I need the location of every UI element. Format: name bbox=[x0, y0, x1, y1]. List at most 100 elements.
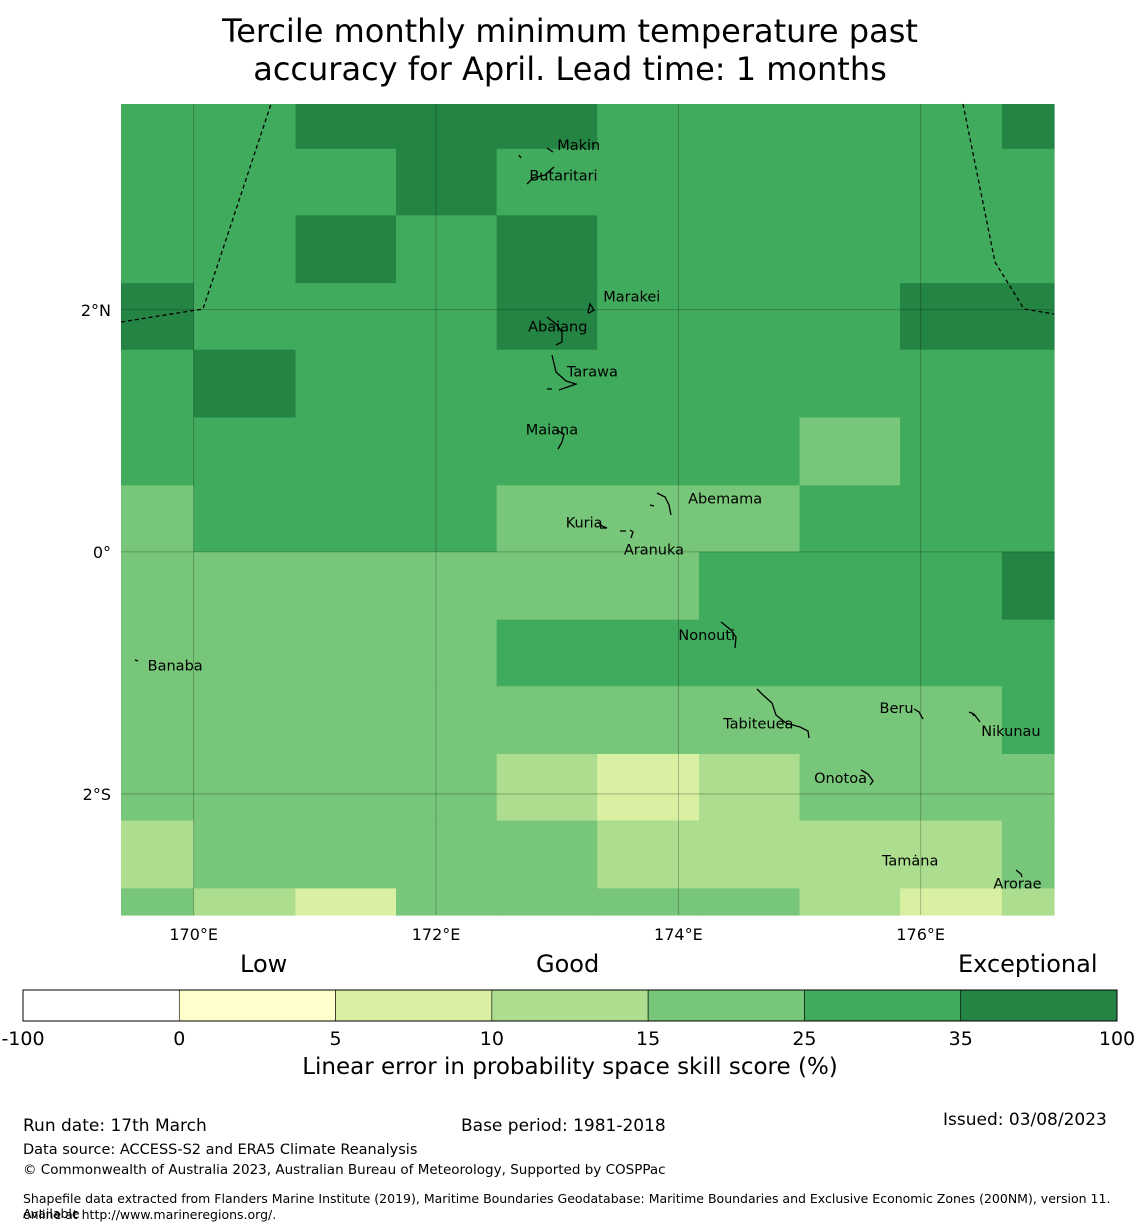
island-tabiteuea bbox=[756, 688, 810, 739]
lon-tick-label: 170°E bbox=[169, 925, 218, 944]
island-nonouti bbox=[720, 621, 737, 649]
grid-cell bbox=[799, 283, 901, 351]
map-title: Tercile monthly minimum temperature past… bbox=[0, 12, 1140, 88]
grid-cell bbox=[597, 104, 700, 150]
grid-cell bbox=[1001, 417, 1055, 486]
island-makin bbox=[518, 147, 554, 159]
grid-cell bbox=[597, 417, 700, 486]
grid-cell bbox=[799, 754, 901, 822]
grid-cell bbox=[295, 754, 397, 822]
colorbar-tick-label: 0 bbox=[173, 1028, 185, 1050]
grid-cell bbox=[295, 417, 397, 486]
grid-cell bbox=[698, 104, 801, 150]
grid-cell bbox=[496, 215, 598, 284]
colorbar-title: Linear error in probability space skill … bbox=[302, 1054, 838, 1080]
place-label: Tabiteuea bbox=[722, 717, 793, 733]
grid-cell bbox=[698, 215, 801, 284]
grid-cell bbox=[193, 104, 297, 150]
legend-category-exceptional: Exceptional bbox=[958, 950, 1098, 978]
map-figure: Makin Butaritari Marakei Abaiang Tarawa Maian… bbox=[1, 103, 1135, 1050]
grid-cell bbox=[698, 148, 801, 216]
island-maiana bbox=[555, 429, 565, 450]
grid-cell bbox=[496, 619, 598, 687]
place-label: Nikunau bbox=[981, 724, 1040, 740]
grid-cell bbox=[799, 686, 901, 755]
grid-cell bbox=[193, 551, 297, 621]
place-label: Onotoa bbox=[814, 771, 867, 787]
grid-cell bbox=[295, 888, 397, 916]
data-source: Data source: ACCESS-S2 and ERA5 Climate … bbox=[23, 1142, 418, 1158]
grid-cell bbox=[396, 283, 498, 351]
grid-cell bbox=[396, 215, 498, 284]
grid-cell bbox=[396, 551, 498, 621]
eez-boundary-east bbox=[962, 103, 1055, 315]
grid-cell bbox=[121, 417, 195, 486]
grid-cell bbox=[698, 619, 801, 687]
grid-cell bbox=[121, 820, 195, 889]
island-beru bbox=[913, 708, 924, 720]
colorbar-bin bbox=[804, 989, 962, 1022]
grid-cell bbox=[496, 417, 598, 486]
graticule bbox=[121, 104, 1054, 915]
island-banaba bbox=[134, 659, 139, 662]
grid-cell bbox=[597, 215, 700, 284]
grid-cell bbox=[597, 820, 700, 889]
grid-cell bbox=[496, 820, 598, 889]
colorbar-tick-label: 15 bbox=[636, 1028, 660, 1050]
grid-cell bbox=[1001, 619, 1055, 687]
grid-cell bbox=[1001, 888, 1055, 916]
place-label: Kuria bbox=[566, 516, 603, 532]
lon-tick-label: 174°E bbox=[654, 925, 703, 944]
grid-cell bbox=[799, 148, 901, 216]
grid-cell bbox=[396, 619, 498, 687]
grid-cell bbox=[193, 148, 297, 216]
place-labels: Makin Butaritari Marakei Abaiang Tarawa Maian… bbox=[148, 138, 1042, 892]
grid-cell bbox=[193, 215, 297, 284]
lon-tick-label: 172°E bbox=[412, 925, 461, 944]
title-line-2: accuracy for April. Lead time: 1 months bbox=[253, 50, 887, 88]
grid-cell bbox=[900, 283, 1003, 351]
grid-cell bbox=[193, 283, 297, 351]
grid-cell bbox=[698, 349, 801, 419]
grid-cell bbox=[496, 888, 598, 916]
colorbar-bin bbox=[491, 989, 649, 1022]
grid-cell bbox=[698, 551, 801, 621]
grid-cell bbox=[698, 754, 801, 822]
island-onotoa bbox=[860, 769, 874, 786]
grid-cell bbox=[698, 417, 801, 486]
lon-tick-label: 176°E bbox=[896, 925, 945, 944]
skill-grid bbox=[121, 104, 1055, 916]
grid-cell bbox=[900, 148, 1003, 216]
grid-cell bbox=[295, 104, 397, 150]
place-label: Beru bbox=[880, 701, 914, 717]
place-label: Banaba bbox=[148, 658, 203, 674]
colorbar-tick-label: 25 bbox=[792, 1028, 816, 1050]
colorbar-tick-label: 35 bbox=[949, 1028, 973, 1050]
grid-cell bbox=[1001, 686, 1055, 755]
grid-cell bbox=[295, 349, 397, 419]
place-label: Tamana bbox=[881, 853, 938, 869]
island-outlines bbox=[134, 147, 1023, 878]
legend-category-low: Low bbox=[240, 950, 288, 978]
grid-cell bbox=[1001, 148, 1055, 216]
grid-cell bbox=[396, 485, 498, 553]
grid-cell bbox=[900, 104, 1003, 150]
grid-cell bbox=[698, 283, 801, 351]
grid-cell bbox=[295, 283, 397, 351]
grid-cell bbox=[121, 686, 195, 755]
grid-cell bbox=[900, 485, 1003, 553]
grid-cell bbox=[193, 485, 297, 553]
grid-cell bbox=[1001, 551, 1055, 621]
island-butaritari bbox=[526, 166, 555, 185]
colorbar-tick-label: 5 bbox=[330, 1028, 342, 1050]
grid-cell bbox=[396, 686, 498, 755]
grid-cell bbox=[597, 551, 700, 621]
grid-cell bbox=[900, 888, 1003, 916]
island-nikunau bbox=[968, 711, 981, 723]
grid-cell bbox=[597, 148, 700, 216]
grid-cell bbox=[295, 551, 397, 621]
grid-cell bbox=[799, 215, 901, 284]
place-label: Aranuka bbox=[624, 542, 684, 558]
eez-boundary-west bbox=[120, 103, 272, 323]
grid-cell bbox=[193, 888, 297, 916]
